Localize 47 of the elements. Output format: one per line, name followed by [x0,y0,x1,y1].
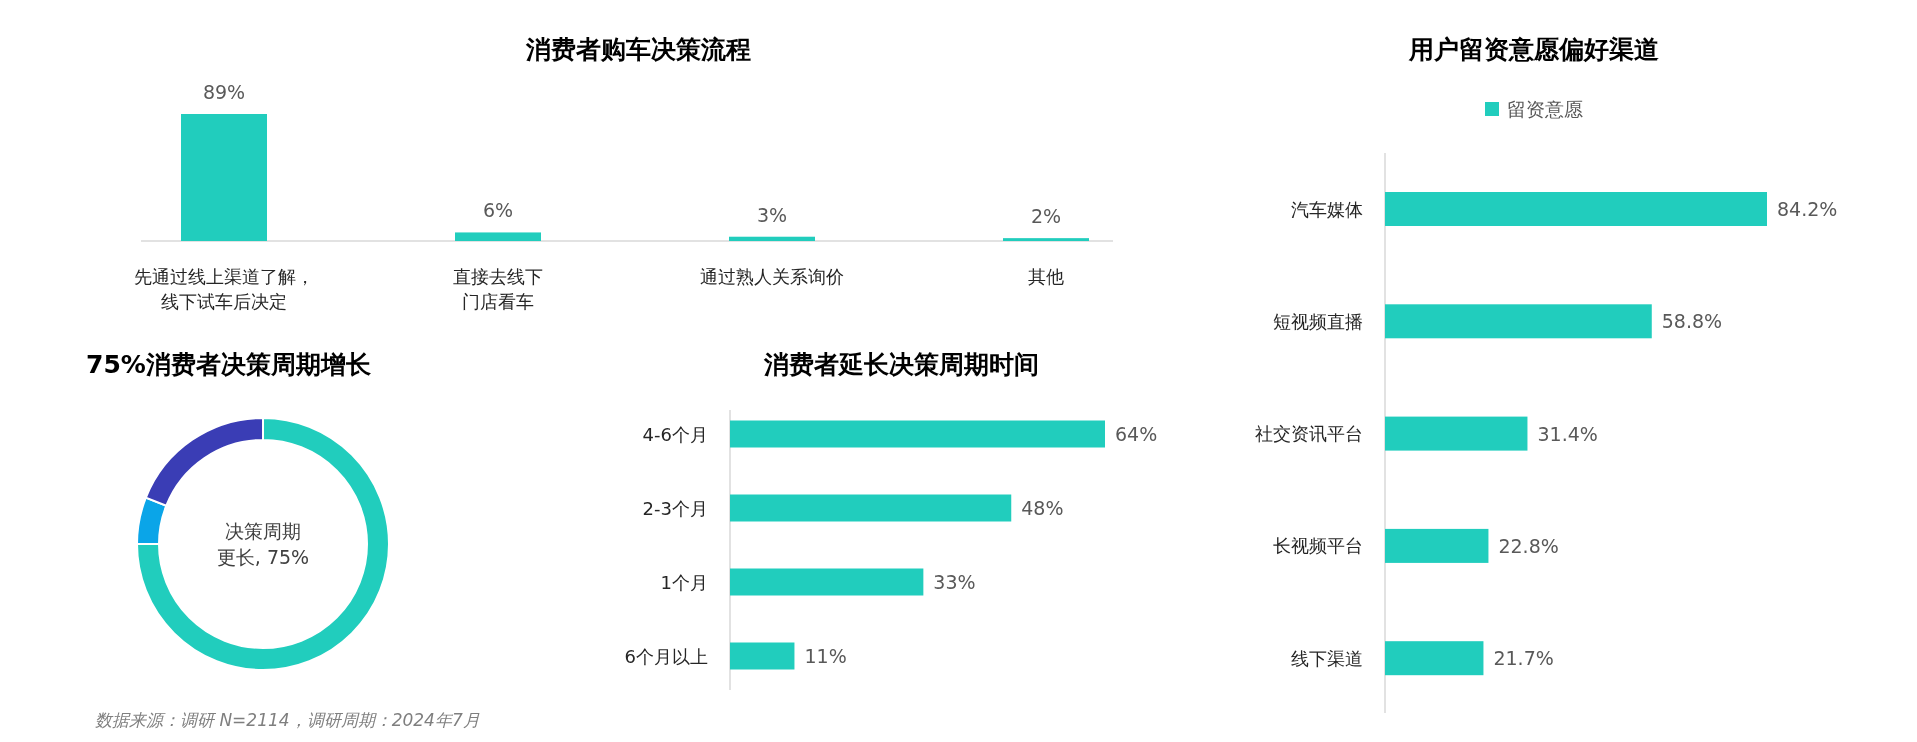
bar [455,232,541,241]
y-tick-label: 短视频直播 [1273,310,1363,332]
bar [730,568,924,596]
y-tick-label: 汽车媒体 [1291,198,1363,220]
y-tick-label: 4-6个月 [642,423,708,445]
bar [730,642,795,670]
y-tick-label: 1个月 [660,571,708,593]
chart-title: 消费者购车决策流程 [524,34,751,64]
data-label: 33% [933,571,976,593]
x-tick-label: 其他 [1028,265,1064,287]
bar [1003,238,1089,241]
data-label: 2% [1030,205,1062,228]
donut-slice [136,417,390,671]
y-tick-label: 6个月以上 [624,645,708,667]
bar [1385,304,1652,339]
source-note: 数据来源：调研 N=2114，调研周期：2024年7月 [95,710,480,730]
y-tick-label: 2-3个月 [642,497,708,519]
bar [729,236,815,241]
data-label: 31.4% [1537,422,1598,445]
bar [1385,528,1489,563]
data-label: 22.8% [1498,534,1559,557]
data-label: 11% [804,645,847,667]
bar [1385,641,1484,676]
y-tick-label: 线下渠道 [1291,647,1363,669]
chart-title: 用户留资意愿偏好渠道 [1408,34,1659,64]
y-tick-label: 社交资讯平台 [1255,423,1363,445]
data-label: 48% [1021,497,1064,519]
bar [730,420,1105,448]
data-label: 64% [1115,423,1158,445]
text: 决策周期更长, 75% [216,519,310,569]
bar [181,114,267,241]
data-label: 89% [202,81,246,103]
chart-title: 75%消费者决策周期增长 [86,349,371,379]
x-tick-label: 先通过线上渠道了解，线下试车后决定 [134,265,314,312]
legend-label: 留资意愿 [1507,98,1583,120]
bar [1385,416,1528,451]
x-tick-label: 通过熟人关系询价 [700,265,844,287]
data-label: 6% [482,199,514,222]
data-label: 84.2% [1777,198,1838,220]
bar [1385,192,1767,226]
y-tick-label: 长视频平台 [1273,535,1363,557]
data-label: 21.7% [1493,647,1554,670]
data-label: 3% [756,203,788,226]
data-label: 58.8% [1661,310,1723,333]
x-tick-label: 直接去线下门店看车 [453,265,543,312]
bar [730,494,1012,522]
chart-title: 消费者延长决策周期时间 [762,349,1039,379]
